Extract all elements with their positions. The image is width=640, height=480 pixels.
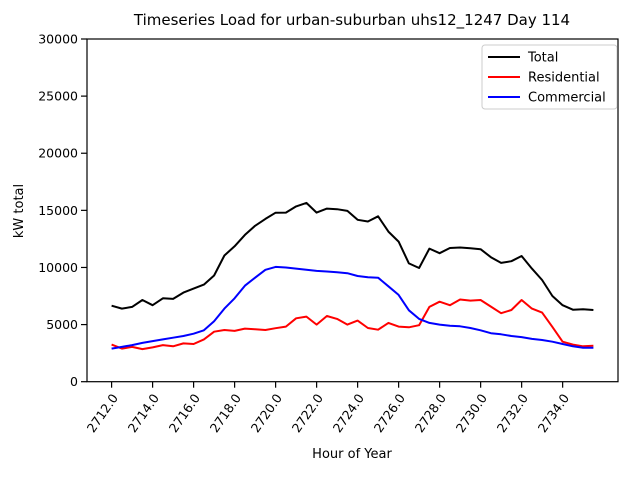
y-axis-ticks: 0 5000 10000 15000 20000 25000 30000 <box>38 32 87 389</box>
x-tick-label: 2726.0 <box>371 391 408 435</box>
x-tick-label: 2722.0 <box>289 391 326 435</box>
x-axis-label: Hour of Year <box>312 447 392 462</box>
legend: Total Residential Commercial <box>481 44 618 110</box>
series-line-residential <box>111 298 594 351</box>
legend-box <box>481 44 618 110</box>
x-tick-label: 2712.0 <box>84 391 121 435</box>
chart-title: Timeseries Load for urban-suburban uhs12… <box>133 11 570 30</box>
x-tick-label: 2718.0 <box>207 391 244 435</box>
y-tick-label: 25000 <box>38 89 78 104</box>
y-tick-label: 10000 <box>38 260 78 275</box>
x-tick-label: 2720.0 <box>248 391 285 435</box>
x-tick-label: 2732.0 <box>494 391 531 435</box>
x-tick-label: 2724.0 <box>330 391 367 435</box>
x-tick-label: 2734.0 <box>535 391 572 435</box>
y-tick-label: 5000 <box>46 317 78 332</box>
series-lines <box>111 201 594 351</box>
legend-label: Total <box>527 51 558 66</box>
series-line-commercial <box>111 265 594 350</box>
x-axis-ticks: 2712.0 2714.0 2716.0 2718.0 2720.0 2722.0 2724… <box>84 381 572 435</box>
y-axis-label: kW total <box>12 184 27 238</box>
y-tick-label: 0 <box>70 374 78 389</box>
x-tick-label: 2728.0 <box>412 391 449 435</box>
x-tick-label: 2714.0 <box>125 391 162 435</box>
y-tick-label: 15000 <box>38 203 78 218</box>
legend-label: Residential <box>528 71 600 86</box>
x-tick-label: 2730.0 <box>453 391 490 435</box>
x-tick-label: 2716.0 <box>166 391 203 435</box>
y-tick-label: 30000 <box>38 32 78 47</box>
legend-label: Commercial <box>528 91 606 106</box>
series-line-total <box>111 201 594 311</box>
y-tick-label: 20000 <box>38 146 78 161</box>
